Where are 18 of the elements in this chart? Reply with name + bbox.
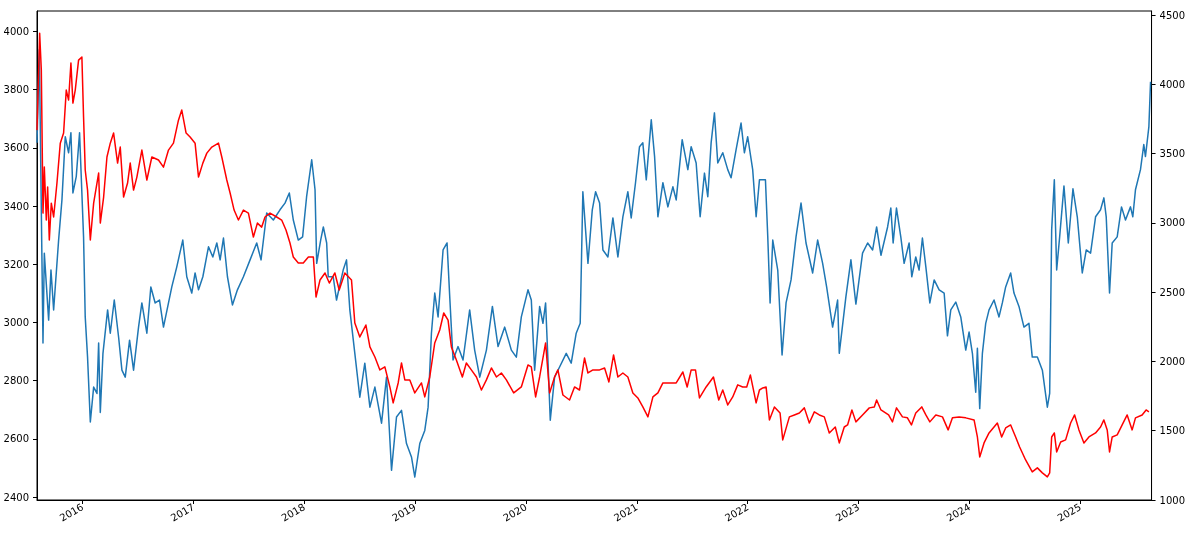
- y-tick-label: 3800: [3, 84, 29, 96]
- y2-tick-label: 4000: [1159, 78, 1185, 90]
- y2-tick-label: 1000: [1159, 494, 1185, 506]
- y-tick-label: 2800: [3, 375, 29, 387]
- y-tick-label: 3200: [3, 258, 29, 270]
- y2-tick-label: 2000: [1159, 355, 1185, 367]
- y2-tick-label: 3500: [1159, 148, 1185, 160]
- y-tick-label: 3000: [3, 316, 29, 328]
- y-tick-label: 3400: [3, 200, 29, 212]
- y2-tick-label: 3000: [1159, 217, 1185, 229]
- y-tick-label: 3600: [3, 142, 29, 154]
- y2-tick-label: 1500: [1159, 425, 1185, 437]
- y-tick-label: 2400: [3, 491, 29, 503]
- y2-tick-label: 2500: [1159, 286, 1185, 298]
- y2-tick-label: 4500: [1159, 9, 1185, 21]
- y-tick-label: 4000: [3, 25, 29, 37]
- x-tick-label: 2023: [833, 501, 862, 524]
- y-tick-label: 2600: [3, 433, 29, 445]
